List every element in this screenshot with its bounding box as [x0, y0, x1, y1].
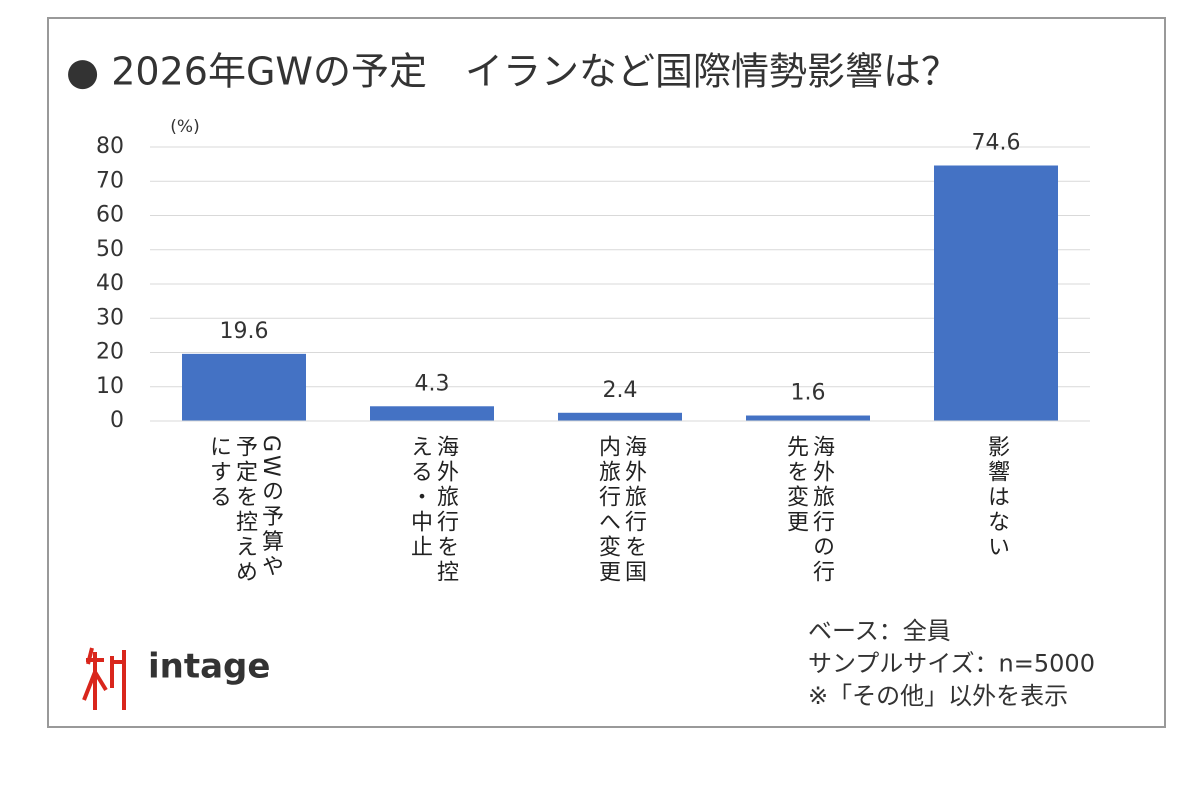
- y-tick-label: 10: [96, 374, 124, 399]
- x-tick-label: GWの予算や予定を控えめにする: [206, 435, 283, 585]
- bar: [746, 415, 870, 421]
- note: ベース：全員: [808, 617, 951, 645]
- y-tick-label: 0: [110, 408, 124, 433]
- y-tick-label: 20: [96, 340, 124, 365]
- y-tick-label: 30: [96, 305, 124, 330]
- x-tick-label: 海外旅行を国内旅行へ変更: [595, 435, 646, 585]
- data-label: 4.3: [415, 371, 450, 396]
- logo: intage: [148, 647, 270, 687]
- logo-icon: [82, 647, 126, 710]
- bar: [182, 353, 306, 421]
- y-tick-label: 80: [96, 134, 124, 159]
- y-tick-label: 70: [96, 168, 124, 193]
- bar: [370, 406, 494, 421]
- data-label: 74.6: [972, 130, 1021, 155]
- y-tick-label: 40: [96, 271, 124, 296]
- y-tick-label: 60: [96, 203, 124, 228]
- x-tick-label: 海外旅行の行先を変更: [783, 435, 834, 585]
- y-tick-label: 50: [96, 237, 124, 262]
- data-label: 19.6: [220, 319, 269, 344]
- data-label: 2.4: [603, 378, 638, 403]
- chart-title: ● 2026年GWの予定 イランなど国際情勢影響は？: [66, 50, 959, 94]
- note: ※「その他」以外を表示: [808, 682, 1068, 710]
- x-tick-label: 影響はない: [984, 435, 1009, 560]
- note: サンプルサイズ：n=5000: [808, 650, 1095, 678]
- bar: [558, 412, 682, 421]
- bar: [934, 165, 1058, 421]
- data-label: 1.6: [791, 381, 826, 406]
- y-axis-label: (%): [170, 117, 199, 137]
- x-tick-label: 海外旅行を控える・中止: [407, 435, 458, 585]
